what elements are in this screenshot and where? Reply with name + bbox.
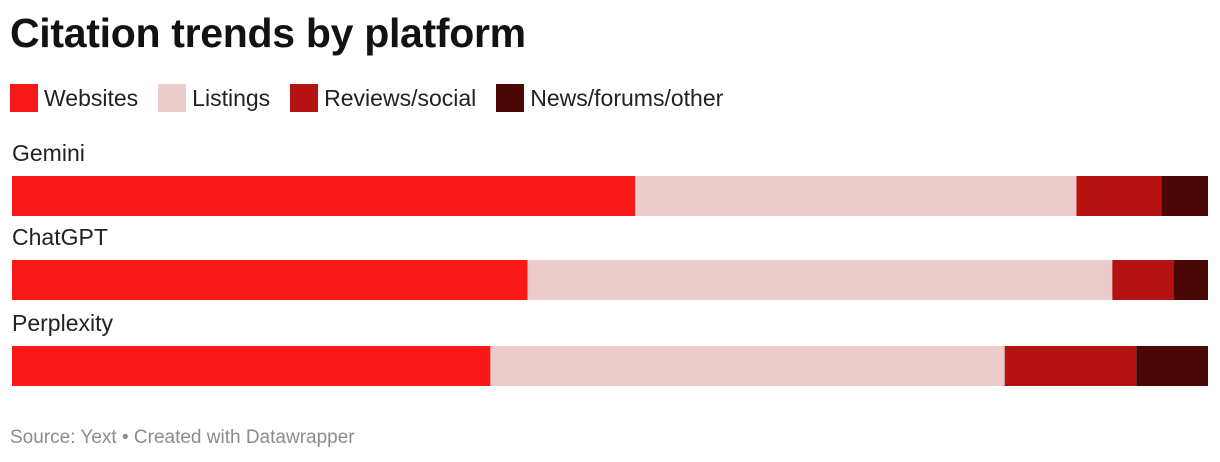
legend-swatch-news-forums-other [496, 84, 525, 112]
category-label-gemini: Gemini [12, 140, 85, 166]
bar-segment-gemini-reviews-social [1076, 176, 1162, 216]
legend: Websites Listings Reviews/social News/fo… [10, 84, 743, 112]
bar-segment-chatgpt-websites [12, 260, 528, 300]
legend-item-listings: Listings [158, 84, 270, 112]
legend-label-listings: Listings [192, 84, 271, 111]
bar-segment-perplexity-news-forums-other [1136, 346, 1208, 386]
category-label-chatgpt: ChatGPT [12, 224, 108, 250]
bar-segment-perplexity-listings [490, 346, 1005, 386]
category-label-perplexity: Perplexity [12, 310, 113, 336]
legend-swatch-listings [158, 84, 187, 112]
bar-segment-gemini-listings [635, 176, 1077, 216]
legend-label-reviews-social: Reviews/social [324, 84, 477, 111]
legend-swatch-reviews-social [290, 84, 319, 112]
bar-segment-chatgpt-listings [527, 260, 1113, 300]
bar-segment-chatgpt-reviews-social [1112, 260, 1174, 300]
legend-item-news-forums-other: News/forums/other [496, 84, 723, 112]
chart-title: Citation trends by platform [10, 10, 526, 56]
bar-segment-gemini-websites [12, 176, 636, 216]
stacked-bar-chart: Gemini ChatGPT Perplexity [12, 140, 1208, 386]
legend-label-news-forums-other: News/forums/other [530, 84, 724, 111]
bar-segment-chatgpt-news-forums-other [1173, 260, 1208, 300]
source-footer: Source: Yext • Created with Datawrapper [10, 427, 355, 448]
legend-item-reviews-social: Reviews/social [290, 84, 476, 112]
legend-label-websites: Websites [44, 84, 139, 111]
bar-segment-perplexity-websites [12, 346, 491, 386]
bar-segment-gemini-news-forums-other [1161, 176, 1208, 216]
legend-item-websites: Websites [10, 84, 138, 112]
legend-swatch-websites [10, 84, 38, 112]
bar-segment-perplexity-reviews-social [1004, 346, 1137, 386]
